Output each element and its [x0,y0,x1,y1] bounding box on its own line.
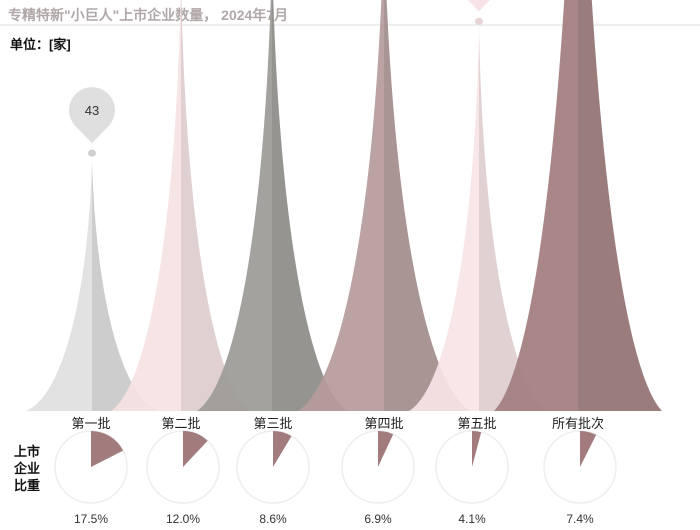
pin-head-5 [468,0,490,12]
pie-layer: 17.5% 12.0% 8.6% 6.9% 4.1% 7.4% [54,430,617,526]
chart-title: 专精特新"小巨人"上市企业数量， 2024年7月 [8,7,288,23]
spike-1-right [92,160,158,411]
category-label-2: 第二批 [161,416,200,431]
ratio-label-line-2: 企业 [13,461,40,476]
value-label-1: 43 [85,103,99,118]
pie-slice-5 [472,431,482,467]
ratio-pie-2: 12.0% [146,430,220,526]
unit-label: 单位：[家] [10,37,71,52]
pie-slice-2 [183,431,208,467]
ratio-label-1: 17.5% [74,512,108,526]
pin-dot-1 [88,149,96,157]
ratio-pie-1: 17.5% [54,430,128,526]
spike-2-left [111,0,181,411]
ratio-pie-5: 4.1% [435,430,509,526]
spike-2 [111,0,251,411]
spike-6-left [494,0,578,411]
ratio-side-label: 上市 企业 比重 [13,444,40,493]
spike-5 [409,28,549,411]
spike-2-right [181,0,251,411]
spike-3-right [272,0,347,411]
pie-slice-1 [91,431,124,467]
spike-4 [298,0,470,411]
pin-dot-5 [475,17,483,25]
category-label-layer: 第一批 第二批 第三批 第四批 第五批 所有批次 [71,416,604,431]
pie-slice-6 [580,431,597,467]
pie-slice-4 [378,431,394,467]
value-pin-5: 151 [468,0,490,25]
spike-layer [26,0,662,411]
spike-4-left [298,0,384,411]
ratio-label-4: 6.9% [364,512,392,526]
spike-4-right [384,0,470,411]
spike-3 [197,0,347,411]
pie-slice-3 [273,431,292,467]
ratio-label-6: 7.4% [566,512,594,526]
category-label-4: 第四批 [364,416,403,431]
spike-6 [494,0,662,411]
category-label-5: 第五批 [457,416,496,431]
pin-layer: 43208250299151947 [69,0,490,157]
category-label-3: 第三批 [253,416,292,431]
category-label-1: 第一批 [71,416,110,431]
ratio-label-3: 8.6% [259,512,287,526]
value-pin-1: 43 [69,87,115,157]
ratio-label-line-3: 比重 [14,478,40,493]
ratio-label-line-1: 上市 [14,444,40,459]
spike-3-left [197,0,272,411]
spike-1 [26,160,158,411]
spike-1-left [26,160,92,411]
category-label-6: 所有批次 [552,416,604,431]
spike-5-left [409,28,479,411]
ratio-pie-3: 8.6% [236,430,310,526]
ratio-pie-6: 7.4% [543,430,617,526]
spike-6-right [578,0,662,411]
spike-5-right [479,28,549,411]
ratio-label-5: 4.1% [458,512,486,526]
ratio-label-2: 12.0% [166,512,200,526]
ratio-pie-4: 6.9% [341,430,415,526]
pin-head-1 [69,87,115,144]
